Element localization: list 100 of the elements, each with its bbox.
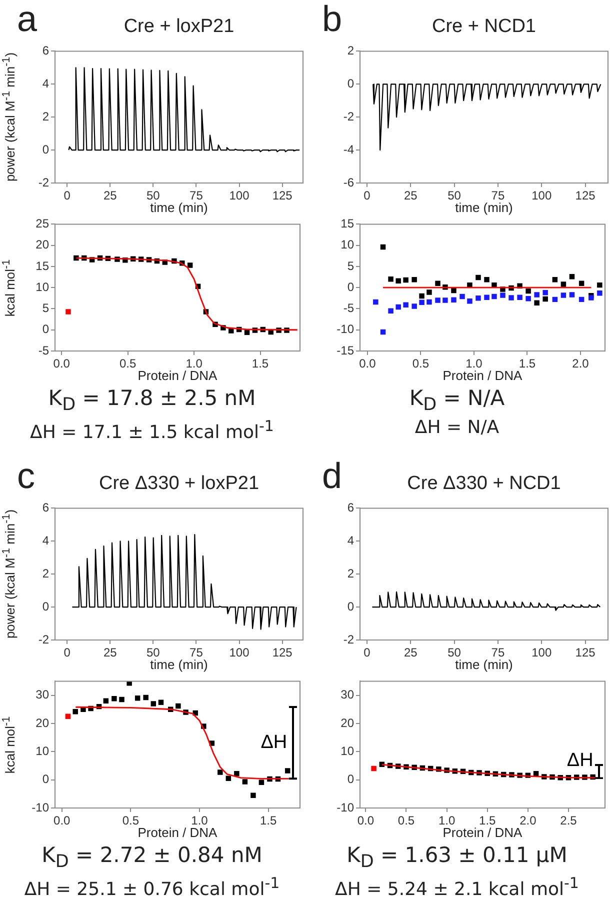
x-tick-label: 50	[448, 188, 462, 203]
chart-title: Cre Δ330 + NCD1	[407, 473, 561, 495]
annotation: ΔH	[566, 750, 594, 772]
x-tick-label: 50	[146, 188, 160, 203]
x-axis-title: Protein / DNA	[442, 368, 522, 383]
y-tick-label: -10	[336, 800, 354, 814]
text: a	[17, 0, 38, 39]
chart-title: Cre + loxP21	[124, 16, 234, 38]
x-tick-label: 0.0	[54, 814, 71, 828]
x-tick-label: 25	[103, 188, 118, 203]
y-tick-label: -2	[38, 175, 50, 190]
x-axis-title: Protein / DNA	[442, 825, 522, 840]
y-tick-label: -2	[343, 632, 354, 646]
chart-title: Cre Δ330 + loxP21	[98, 473, 260, 495]
y-tick-label: -2	[38, 632, 50, 646]
y-tick-label: 30	[36, 688, 50, 702]
x-tick-label: 100	[532, 646, 552, 660]
y-tick-label: 5	[347, 258, 354, 273]
x-tick-label: 0.0	[357, 814, 374, 828]
x-tick-label: 1.5	[479, 814, 496, 828]
y-tick-label: 6	[42, 44, 50, 58]
x-tick-label: 25	[404, 188, 418, 203]
x-tick-label: 75	[190, 188, 204, 203]
text: ΔH = 17.1 ± 1.5 kcal mol$^{-1}$	[30, 417, 274, 443]
text: ΔH = 5.24 ± 2.1 kcal mol$^{-1}$	[335, 874, 579, 898]
y-tick-label: 0	[347, 76, 354, 90]
x-tick-label: 0.5	[412, 356, 430, 371]
x-tick-label: 1.5	[518, 356, 536, 371]
x-tick-label: 2.0	[572, 356, 590, 371]
y-tick-label: 6	[42, 500, 50, 515]
y-tick-label: 0	[42, 599, 50, 614]
y-tick-label: 20	[340, 716, 354, 730]
x-tick-label: 0.5	[398, 814, 415, 828]
y-tick-label: -5	[343, 301, 354, 316]
y-tick-label: 4	[347, 533, 354, 548]
y-tick-label: -10	[32, 800, 50, 814]
text: K$_{D}$ = 1.63 ± 0.11 μM	[346, 843, 568, 872]
x-tick-label: 100	[532, 188, 552, 203]
y-tick-label: 10	[36, 280, 50, 294]
x-tick-label: 1.0	[466, 356, 483, 371]
x-axis-title: Protein / DNA	[138, 825, 218, 840]
text: ΔH = N/A	[414, 417, 500, 438]
x-tick-label: 125	[272, 646, 293, 660]
y-tick-label: 0	[347, 280, 354, 294]
x-tick-label: 1.0	[191, 814, 208, 828]
x-tick-label: 0.5	[119, 356, 136, 371]
text: d	[322, 455, 342, 496]
annotation: ΔH	[260, 732, 288, 754]
y-tick-label: 6	[347, 500, 354, 515]
x-axis-title: Protein / DNA	[138, 368, 218, 383]
y-tick-label: 15	[36, 258, 50, 273]
text: K$_{D}$ = 17.8 ± 2.5 nM	[48, 386, 256, 416]
y-tick-label: 30	[340, 688, 354, 702]
x-tick-label: 1.0	[438, 814, 456, 828]
x-axis-title: time (min)	[455, 200, 513, 215]
x-tick-label: 50	[448, 646, 462, 660]
y-tick-label: 10	[340, 744, 354, 758]
y-tick-label: 2	[347, 44, 354, 58]
x-axis-title: time (min)	[455, 657, 513, 672]
x-tick-label: 75	[491, 646, 505, 660]
text: c	[17, 455, 35, 496]
x-tick-label: 25	[404, 646, 418, 660]
x-tick-label: 2.5	[560, 814, 578, 828]
x-tick-label: 125	[575, 646, 596, 660]
y-tick-label: -5	[38, 343, 50, 358]
y-tick-label: 20	[36, 238, 50, 252]
y-tick-label: 15	[340, 216, 354, 231]
y-tick-label: 10	[340, 238, 354, 252]
x-tick-label: 0	[364, 646, 371, 660]
y-tick-label: 4	[42, 76, 50, 90]
y-tick-label: -10	[336, 322, 354, 336]
x-tick-label: 125	[272, 188, 293, 203]
y-tick-label: 0	[42, 322, 50, 336]
x-axis-title: time (min)	[150, 200, 208, 215]
text: K$_{D}$ = 2.72 ± 0.84 nM	[42, 843, 262, 872]
x-tick-label: 125	[575, 188, 596, 203]
y-tick-label: 0	[347, 772, 354, 786]
x-tick-label: 75	[491, 188, 505, 203]
x-axis-title: time (min)	[150, 657, 208, 672]
y-tick-label: 2	[42, 109, 50, 124]
y-tick-label: 0	[42, 772, 50, 786]
x-tick-label: 100	[229, 646, 250, 660]
text: K$_{D}$ = N/A	[409, 386, 505, 416]
y-tick-label: -6	[343, 175, 354, 190]
y-tick-label: 2	[347, 566, 354, 580]
y-tick-label: 4	[42, 533, 50, 548]
x-tick-label: 1.0	[186, 356, 203, 371]
x-tick-label: 100	[229, 188, 250, 203]
y-tick-label: 20	[36, 716, 50, 730]
x-tick-label: 1.5	[260, 814, 278, 828]
x-tick-label: 0	[64, 188, 71, 203]
x-tick-label: 75	[190, 646, 204, 660]
y-tick-label: 2	[42, 566, 50, 580]
x-tick-label: 2.0	[520, 814, 537, 828]
x-tick-label: 0.0	[53, 356, 70, 371]
y-tick-label: 10	[36, 744, 50, 758]
y-tick-label: -4	[343, 142, 354, 156]
y-tick-label: 5	[42, 301, 50, 316]
y-tick-label: 0	[42, 142, 50, 156]
text: b	[322, 0, 342, 39]
